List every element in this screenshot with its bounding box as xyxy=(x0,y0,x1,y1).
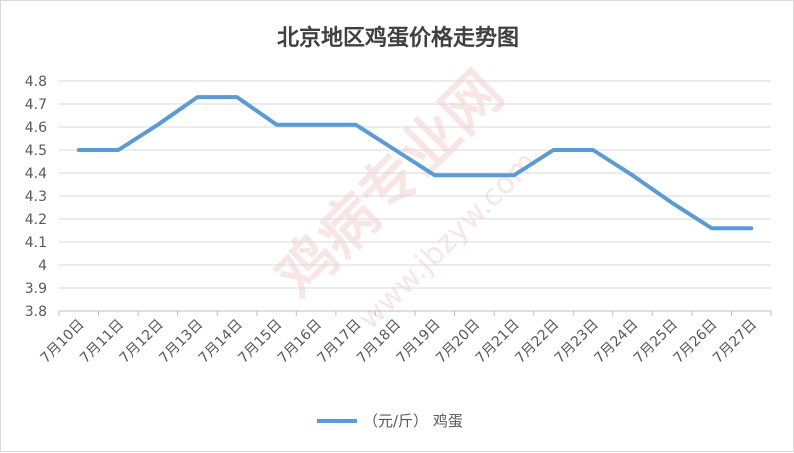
y-tick-label: 3.9 xyxy=(25,281,47,297)
y-tick-label: 4.1 xyxy=(25,235,47,251)
legend: （元/斤） 鸡蛋 xyxy=(317,412,463,430)
y-tick-label: 4.4 xyxy=(25,166,47,182)
y-tick-label: 4.3 xyxy=(25,189,47,205)
watermark-main-text: 鸡病专业网 xyxy=(263,58,516,311)
y-axis-ticks: 3.8 3.9 4 4.1 4.2 4.3 4.4 4.5 4.6 4.7 4.8 xyxy=(25,74,47,320)
y-tick-label: 4.8 xyxy=(25,74,47,90)
y-tick-label: 3.8 xyxy=(25,304,47,320)
y-tick-label: 4.7 xyxy=(25,97,47,113)
x-tick-label: 7月27日 xyxy=(710,317,760,367)
legend-label-egg: （元/斤） 鸡蛋 xyxy=(363,412,463,430)
y-tick-label: 4.2 xyxy=(25,212,47,228)
y-tick-label: 4.6 xyxy=(25,120,47,136)
y-tick-label: 4.5 xyxy=(25,143,47,159)
chart-title: 北京地区鸡蛋价格走势图 xyxy=(277,25,519,51)
x-axis-ticks: 7月10日7月11日7月12日7月13日7月14日7月15日7月16日7月17日… xyxy=(38,311,771,367)
watermark: 鸡病专业网 www.jbzyw.com xyxy=(263,58,544,337)
y-tick-label: 4 xyxy=(38,258,47,274)
